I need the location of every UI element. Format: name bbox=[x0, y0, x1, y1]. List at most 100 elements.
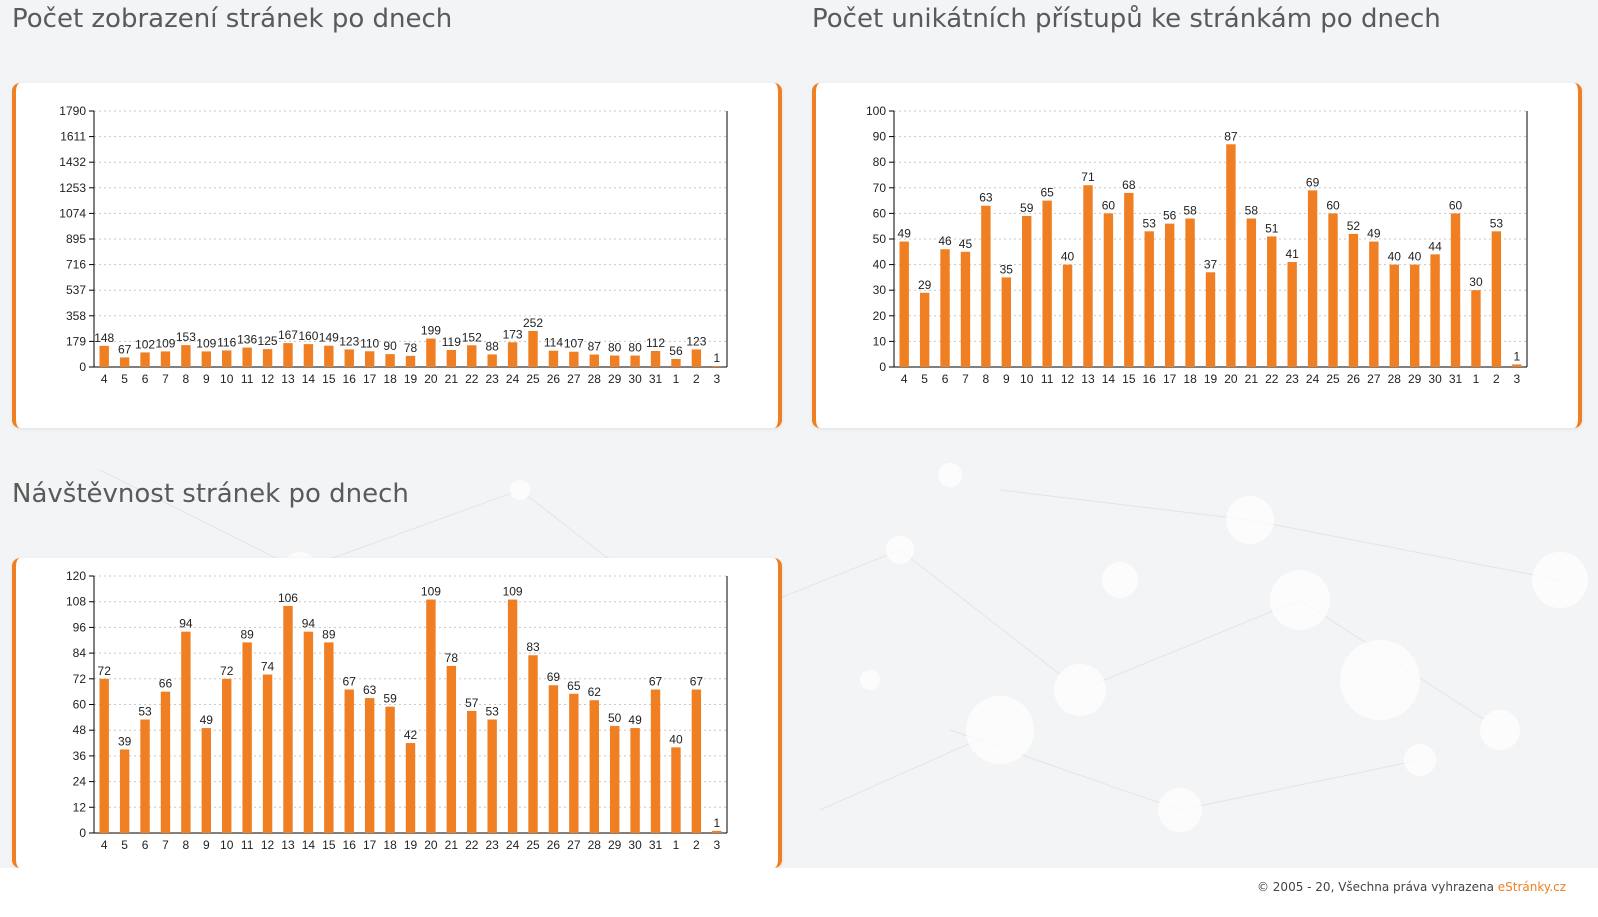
data-label: 1 bbox=[713, 816, 720, 830]
bar bbox=[446, 665, 457, 833]
data-label: 83 bbox=[526, 640, 540, 654]
data-label: 60 bbox=[1326, 198, 1340, 212]
bar bbox=[222, 678, 232, 833]
bar bbox=[303, 631, 314, 833]
x-tick-label: 12 bbox=[261, 372, 275, 386]
bar bbox=[201, 728, 212, 833]
x-tick-label: 28 bbox=[588, 372, 602, 386]
data-label: 63 bbox=[363, 683, 377, 697]
x-tick-label: 16 bbox=[343, 372, 357, 386]
traffic-section-title: Návštěvnost stránek po dnech bbox=[12, 479, 409, 509]
bar bbox=[1062, 264, 1073, 367]
data-label: 123 bbox=[339, 334, 359, 348]
y-tick-label: 96 bbox=[73, 620, 87, 634]
bar bbox=[446, 349, 457, 367]
bar bbox=[242, 347, 252, 367]
bar bbox=[1430, 254, 1440, 367]
bar bbox=[1512, 364, 1522, 367]
data-label: 63 bbox=[979, 191, 993, 205]
x-tick-label: 3 bbox=[713, 372, 720, 386]
y-tick-label: 30 bbox=[873, 283, 887, 297]
bar bbox=[344, 689, 354, 833]
data-label: 173 bbox=[503, 327, 523, 341]
y-tick-label: 48 bbox=[73, 723, 87, 737]
data-label: 80 bbox=[628, 341, 642, 355]
data-label: 53 bbox=[1490, 216, 1504, 230]
y-tick-label: 1432 bbox=[59, 155, 86, 169]
x-tick-label: 1 bbox=[1473, 372, 1480, 386]
bar bbox=[712, 830, 722, 833]
x-tick-label: 27 bbox=[567, 838, 581, 852]
bar bbox=[1226, 144, 1236, 367]
data-label: 57 bbox=[465, 696, 479, 710]
bar bbox=[283, 343, 293, 367]
bar bbox=[589, 354, 599, 367]
data-label: 53 bbox=[138, 704, 152, 718]
x-tick-label: 17 bbox=[1163, 372, 1177, 386]
bar bbox=[303, 344, 314, 367]
x-tick-label: 6 bbox=[142, 838, 149, 852]
y-tick-label: 0 bbox=[879, 360, 886, 374]
data-label: 40 bbox=[1061, 250, 1075, 264]
estranky-link[interactable]: eStránky.cz bbox=[1497, 880, 1566, 894]
unique-visits-bar-chart: 0102030405060708090100494295466457638359… bbox=[866, 104, 1528, 386]
x-tick-label: 23 bbox=[485, 372, 499, 386]
y-tick-label: 24 bbox=[73, 775, 87, 789]
y-tick-label: 12 bbox=[73, 800, 87, 814]
data-label: 52 bbox=[1347, 219, 1361, 233]
x-tick-label: 24 bbox=[506, 372, 520, 386]
copyright-text: © 2005 - 20, Všechna práva vyhrazena bbox=[1256, 880, 1494, 894]
bar bbox=[1348, 233, 1359, 367]
x-tick-label: 9 bbox=[203, 838, 210, 852]
x-tick-label: 4 bbox=[101, 372, 108, 386]
x-tick-label: 20 bbox=[1224, 372, 1238, 386]
bar bbox=[262, 349, 273, 367]
x-tick-label: 19 bbox=[1204, 372, 1218, 386]
x-tick-label: 2 bbox=[693, 372, 700, 386]
bar bbox=[1144, 231, 1154, 367]
x-tick-label: 31 bbox=[649, 838, 663, 852]
bar bbox=[1307, 190, 1318, 367]
bar bbox=[487, 719, 497, 833]
data-label: 66 bbox=[159, 677, 173, 691]
x-tick-label: 19 bbox=[404, 372, 418, 386]
x-tick-label: 31 bbox=[649, 372, 663, 386]
data-label: 199 bbox=[421, 324, 441, 338]
bar bbox=[1205, 272, 1216, 367]
data-label: 51 bbox=[1265, 221, 1279, 235]
bar bbox=[1001, 277, 1012, 367]
data-label: 42 bbox=[404, 728, 418, 742]
x-tick-label: 4 bbox=[101, 838, 108, 852]
bar bbox=[385, 354, 395, 367]
y-tick-label: 108 bbox=[66, 595, 86, 609]
data-label: 109 bbox=[503, 585, 523, 599]
bar bbox=[919, 292, 930, 367]
x-tick-label: 8 bbox=[183, 372, 190, 386]
data-label: 72 bbox=[98, 664, 112, 678]
unique-visits-chart-card: 0 10 20 30 40 50 60 70 80 90 100 49 4 29 5 46 6 45 7 63 8 35 9… bbox=[812, 83, 1582, 428]
data-label: 110 bbox=[360, 336, 379, 350]
data-label: 102 bbox=[135, 337, 155, 351]
bar bbox=[262, 674, 273, 833]
footer: © 2005 - 20, Všechna práva vyhrazena eSt… bbox=[0, 868, 1598, 917]
x-tick-label: 22 bbox=[1265, 372, 1279, 386]
bar bbox=[1164, 223, 1175, 367]
x-tick-label: 12 bbox=[261, 838, 275, 852]
x-tick-label: 23 bbox=[485, 838, 499, 852]
data-label: 1 bbox=[713, 351, 720, 365]
bar bbox=[1450, 213, 1461, 367]
data-label: 60 bbox=[1102, 198, 1116, 212]
x-tick-label: 2 bbox=[693, 838, 700, 852]
bar bbox=[1267, 236, 1277, 367]
bar bbox=[344, 349, 354, 367]
data-label: 67 bbox=[118, 342, 132, 356]
data-label: 87 bbox=[588, 340, 602, 354]
bar bbox=[589, 700, 599, 833]
copyright: © 2005 - 20, Všechna práva vyhrazena eSt… bbox=[1257, 880, 1566, 894]
bar bbox=[1389, 264, 1399, 367]
x-tick-label: 15 bbox=[1122, 372, 1136, 386]
bar bbox=[364, 351, 375, 367]
data-label: 148 bbox=[94, 331, 114, 345]
y-tick-label: 80 bbox=[873, 155, 887, 169]
data-label: 49 bbox=[200, 713, 214, 727]
